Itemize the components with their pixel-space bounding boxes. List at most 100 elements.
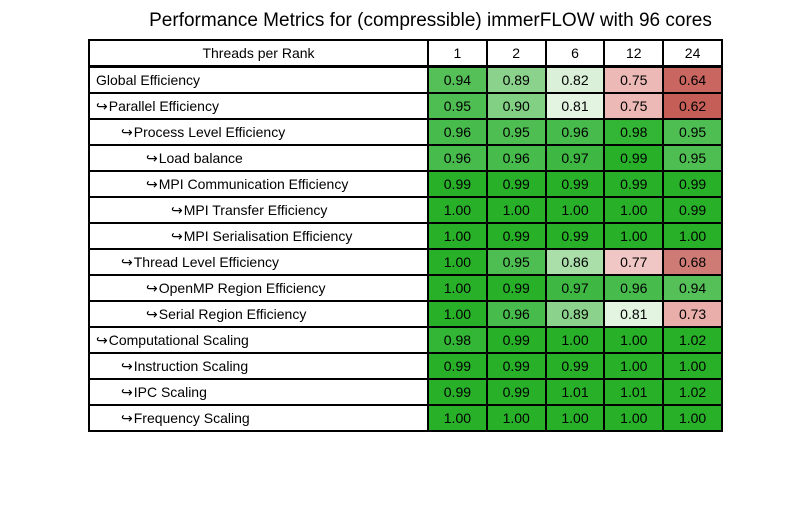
value-cell: 1.00 (427, 300, 488, 328)
hook-arrow-icon: ↪ (96, 97, 108, 114)
value-cell: 1.00 (544, 326, 606, 354)
header-row: Threads per Rank 1 2 6 12 24 (88, 39, 723, 68)
value-cell: 0.77 (603, 248, 665, 276)
value-cell: 1.00 (662, 222, 723, 250)
metric-label: Frequency Scaling (133, 409, 250, 426)
metric-label: OpenMP Region Efficiency (158, 279, 326, 296)
column-header-12: 12 (603, 39, 665, 68)
value-cell: 1.00 (603, 352, 665, 380)
value-cell: 0.81 (544, 92, 606, 120)
value-cell: 1.01 (603, 378, 665, 406)
value-cell: 0.95 (485, 248, 547, 276)
chart-title: Performance Metrics for (compressible) i… (149, 10, 712, 31)
hook-arrow-icon: ↪ (121, 409, 133, 426)
value-cell: 0.64 (662, 65, 723, 94)
value-cell: 0.89 (485, 65, 547, 94)
hook-arrow-icon: ↪ (121, 123, 133, 140)
value-cell: 1.01 (544, 378, 606, 406)
metric-label-cell: ↪MPI Serialisation Efficiency (88, 222, 429, 250)
table-row: ↪Load balance 0.96 0.96 0.97 0.99 0.95 (88, 144, 723, 172)
metric-label-cell: ↪Serial Region Efficiency (88, 300, 429, 328)
value-cell: 0.98 (603, 118, 665, 146)
table-row: ↪Process Level Efficiency 0.96 0.95 0.96 0.9… (88, 118, 723, 146)
value-cell: 0.96 (544, 118, 606, 146)
metric-label: MPI Transfer Efficiency (183, 201, 328, 218)
value-cell: 0.99 (427, 352, 488, 380)
value-cell: 0.99 (544, 352, 606, 380)
value-cell: 0.99 (603, 170, 665, 198)
value-cell: 0.89 (544, 300, 606, 328)
column-header-24: 24 (662, 39, 723, 68)
value-cell: 0.95 (662, 118, 723, 146)
metric-label-cell: ↪Frequency Scaling (88, 404, 429, 432)
value-cell: 0.98 (427, 326, 488, 354)
value-cell: 0.99 (485, 170, 547, 198)
table-row: ↪MPI Transfer Efficiency 1.00 1.00 1.00 1.00… (88, 196, 723, 224)
value-cell: 0.62 (662, 92, 723, 120)
value-cell: 0.94 (662, 274, 723, 302)
value-cell: 1.00 (603, 196, 665, 224)
table-row: ↪Computational Scaling 0.98 0.99 1.00 1.00 1.… (88, 326, 723, 354)
metric-label-cell: ↪Instruction Scaling (88, 352, 429, 380)
table-row: ↪Frequency Scaling 1.00 1.00 1.00 1.00 1.00 (88, 404, 723, 432)
hook-arrow-icon: ↪ (121, 357, 133, 374)
value-cell: 0.99 (603, 144, 665, 172)
table-header: Threads per Rank 1 2 6 12 24 (88, 39, 723, 68)
value-cell: 0.75 (603, 65, 665, 94)
value-cell: 1.00 (427, 222, 488, 250)
value-cell: 0.95 (662, 144, 723, 172)
value-cell: 1.00 (427, 274, 488, 302)
table-row: ↪Parallel Efficiency 0.95 0.90 0.81 0.75 0.62 (88, 92, 723, 120)
value-cell: 0.96 (427, 144, 488, 172)
hook-arrow-icon: ↪ (146, 175, 158, 192)
table-row: ↪Serial Region Efficiency 1.00 0.96 0.89 0.8… (88, 300, 723, 328)
column-header-1: 1 (427, 39, 488, 68)
value-cell: 0.99 (485, 222, 547, 250)
table-row: ↪IPC Scaling 0.99 0.99 1.01 1.01 1.02 (88, 378, 723, 406)
value-cell: 0.75 (603, 92, 665, 120)
hook-arrow-icon: ↪ (96, 331, 108, 348)
hook-arrow-icon: ↪ (171, 227, 183, 244)
figure: Performance Metrics for (compressible) i… (0, 10, 803, 530)
metric-label: Process Level Efficiency (133, 123, 286, 140)
table-row: Global Efficiency 0.94 0.89 0.82 0.75 0.64 (88, 65, 723, 94)
value-cell: 0.95 (485, 118, 547, 146)
metric-label-cell: ↪Parallel Efficiency (88, 92, 429, 120)
value-cell: 0.96 (485, 300, 547, 328)
value-cell: 1.00 (662, 352, 723, 380)
value-cell: 0.99 (544, 222, 606, 250)
corner-header-threads-per-rank: Threads per Rank (88, 39, 429, 68)
hook-arrow-icon: ↪ (121, 383, 133, 400)
value-cell: 0.82 (544, 65, 606, 94)
metric-label: Load balance (158, 149, 243, 166)
value-cell: 1.00 (427, 196, 488, 224)
metric-label: Global Efficiency (96, 72, 201, 88)
value-cell: 0.97 (544, 274, 606, 302)
value-cell: 0.81 (603, 300, 665, 328)
value-cell: 0.99 (485, 352, 547, 380)
metric-label-cell: ↪OpenMP Region Efficiency (88, 274, 429, 302)
metrics-heatmap-table: Threads per Rank 1 2 6 12 24 Global Effi… (88, 39, 723, 432)
value-cell: 0.99 (485, 326, 547, 354)
value-cell: 0.94 (427, 65, 488, 94)
value-cell: 1.00 (427, 248, 488, 276)
value-cell: 0.68 (662, 248, 723, 276)
value-cell: 1.00 (603, 222, 665, 250)
value-cell: 1.00 (427, 404, 488, 432)
metric-label-cell: ↪Process Level Efficiency (88, 118, 429, 146)
metric-label: Instruction Scaling (133, 357, 249, 374)
hook-arrow-icon: ↪ (146, 305, 158, 322)
table-row: ↪MPI Serialisation Efficiency 1.00 0.99 0.9… (88, 222, 723, 250)
value-cell: 0.99 (427, 378, 488, 406)
value-cell: 0.96 (427, 118, 488, 146)
value-cell: 0.99 (485, 378, 547, 406)
metric-label: MPI Serialisation Efficiency (183, 227, 353, 244)
value-cell: 0.90 (485, 92, 547, 120)
metric-label: Serial Region Efficiency (158, 305, 307, 322)
value-cell: 0.97 (544, 144, 606, 172)
column-header-2: 2 (485, 39, 547, 68)
metric-label: Computational Scaling (108, 331, 249, 348)
value-cell: 0.99 (662, 170, 723, 198)
hook-arrow-icon: ↪ (146, 279, 158, 296)
metric-label: IPC Scaling (133, 383, 207, 400)
